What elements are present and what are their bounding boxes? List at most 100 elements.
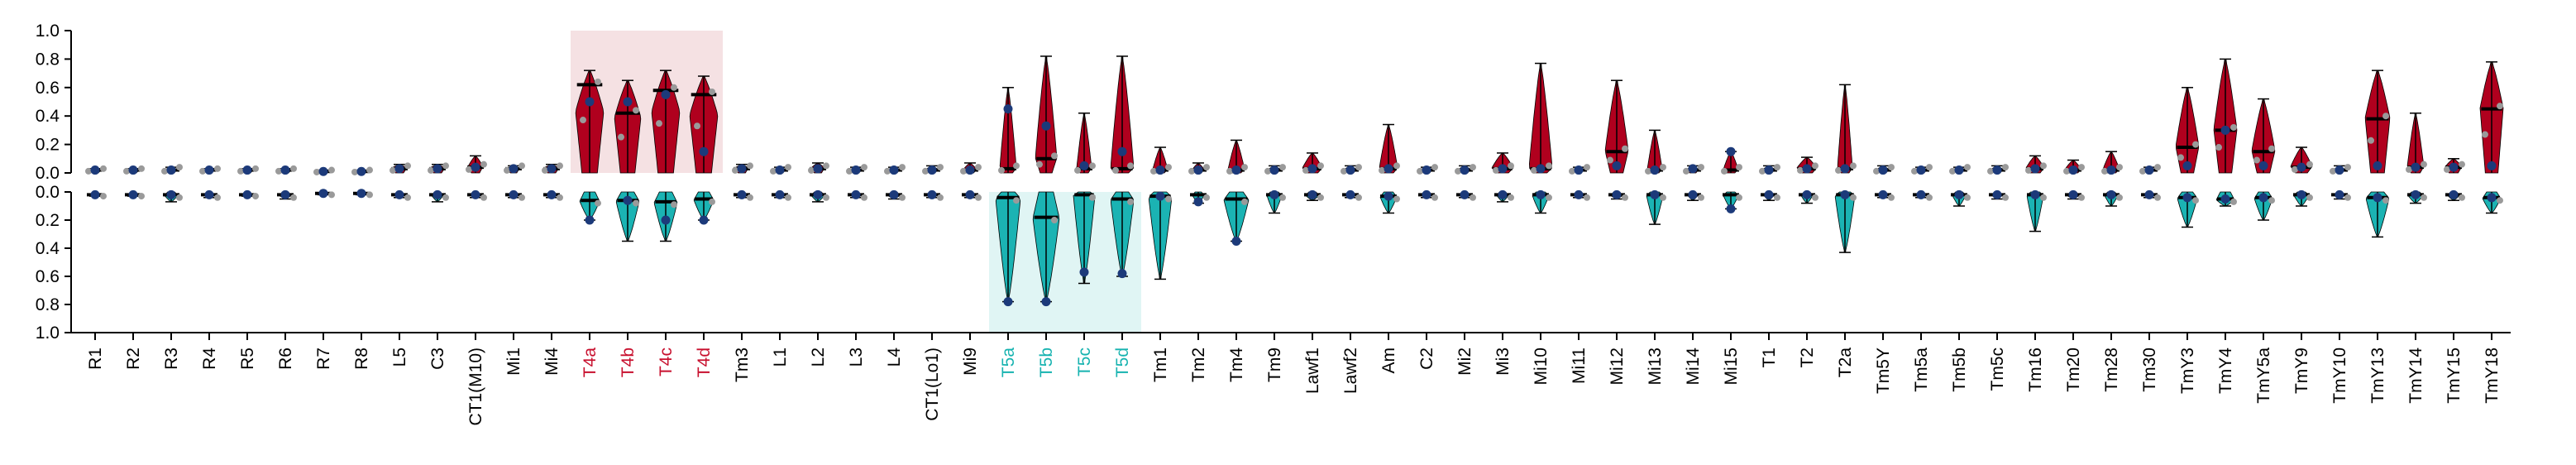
category-label: Tm3 — [733, 348, 752, 382]
point-top — [595, 78, 601, 85]
dot-bottom — [737, 189, 747, 199]
dot-top — [965, 165, 975, 175]
dot-bottom — [2182, 193, 2192, 203]
y-tick-label-bottom: 0.2 — [36, 211, 60, 230]
dot-bottom — [2335, 189, 2344, 199]
point-bottom — [2230, 198, 2237, 205]
point-top — [1607, 156, 1613, 164]
dot-top — [356, 166, 366, 176]
dot-bottom — [2411, 189, 2421, 199]
point-bottom — [1964, 194, 1971, 201]
point-top — [846, 167, 853, 175]
dot-bottom — [2487, 193, 2497, 203]
point-top — [1036, 161, 1043, 168]
point-top — [1888, 164, 1895, 171]
dot-bottom — [851, 189, 861, 199]
dot-bottom — [128, 189, 138, 199]
point-top — [123, 167, 130, 175]
dot-top — [1155, 165, 1165, 175]
dot-top — [2106, 165, 2116, 175]
point-top — [1850, 162, 1857, 170]
point-bottom — [1431, 194, 1438, 201]
dot-bottom — [775, 189, 785, 199]
point-top — [2268, 145, 2275, 152]
dot-bottom — [433, 189, 442, 199]
category-label: TmY15 — [2445, 348, 2464, 404]
point-bottom — [2459, 194, 2465, 201]
dot-bottom — [318, 189, 328, 199]
dot-bottom — [2144, 189, 2154, 199]
point-bottom — [2497, 197, 2503, 204]
point-top — [899, 164, 906, 171]
category-label: T5a — [999, 348, 1018, 378]
dot-bottom — [1954, 189, 1964, 199]
point-bottom — [214, 194, 221, 201]
point-bottom — [937, 194, 944, 201]
y-tick-label-bottom: 0.6 — [36, 267, 60, 286]
dot-top — [737, 164, 747, 174]
category-label: T4a — [581, 348, 600, 378]
category-label: Mi11 — [1570, 348, 1589, 384]
dot-top — [433, 164, 442, 174]
y-tick-label-bottom: 1.0 — [36, 324, 60, 343]
point-top — [1203, 164, 1210, 171]
category-label: R8 — [352, 348, 371, 370]
point-top — [2192, 141, 2199, 148]
category-label: Lawf2 — [1341, 348, 1360, 394]
category-label: Am — [1379, 348, 1398, 374]
point-top — [351, 168, 358, 175]
point-bottom — [1926, 194, 1933, 201]
category-label: Mi12 — [1608, 348, 1627, 386]
category-label: R5 — [238, 348, 257, 370]
dot-top — [471, 162, 480, 172]
point-top — [2406, 165, 2412, 173]
category-labels: R1 R2 R3 R4 R5 R6 R7 R8 L5 C3 CT1(M10) Mi1 Mi4 T4a T4b… — [86, 333, 2502, 426]
point-top — [2330, 167, 2336, 175]
point-top — [2078, 164, 2085, 171]
point-top — [1683, 167, 1689, 175]
dot-bottom — [585, 215, 595, 225]
category-label: Mi15 — [1722, 348, 1741, 386]
dot-top — [2068, 165, 2078, 175]
point-top — [1150, 167, 1157, 175]
dot-bottom — [1536, 189, 1546, 199]
category-label: T4c — [657, 348, 676, 376]
category-label: Tm28 — [2102, 348, 2121, 392]
point-top — [85, 167, 92, 175]
point-top — [1112, 166, 1119, 174]
point-top — [1013, 162, 1020, 170]
point-top — [1698, 164, 1704, 171]
category-label: Mi14 — [1684, 348, 1703, 386]
dot-top — [699, 146, 709, 156]
point-top — [808, 166, 815, 174]
dot-bottom — [1726, 204, 1736, 213]
y-tick-label-top: 0.0 — [36, 164, 60, 183]
dot-top — [242, 165, 252, 175]
point-top — [785, 164, 791, 171]
point-top — [633, 107, 639, 114]
dot-bottom — [471, 189, 480, 199]
dot-top — [2411, 162, 2421, 172]
dot-top — [1992, 165, 2002, 175]
dot-bottom — [242, 189, 252, 199]
point-top — [1660, 164, 1666, 171]
category-label: Tm2 — [1189, 348, 1208, 382]
point-top — [138, 165, 145, 172]
point-top — [199, 167, 206, 175]
dot-bottom — [509, 189, 519, 199]
category-label: Tm5a — [1912, 348, 1931, 392]
category-label: L3 — [847, 348, 866, 367]
point-bottom — [290, 194, 297, 201]
y-tick-label-top: 0.8 — [36, 50, 60, 69]
point-top — [504, 166, 510, 174]
category-label: CT1(Lo1) — [923, 348, 942, 421]
category-label: Mi10 — [1532, 348, 1551, 386]
point-bottom — [138, 193, 145, 200]
point-top — [1051, 152, 1058, 160]
point-top — [1531, 166, 1537, 174]
point-top — [732, 166, 738, 174]
point-bottom — [1850, 194, 1857, 201]
point-bottom — [328, 191, 335, 199]
point-top — [671, 84, 677, 91]
point-bottom — [2154, 194, 2161, 201]
